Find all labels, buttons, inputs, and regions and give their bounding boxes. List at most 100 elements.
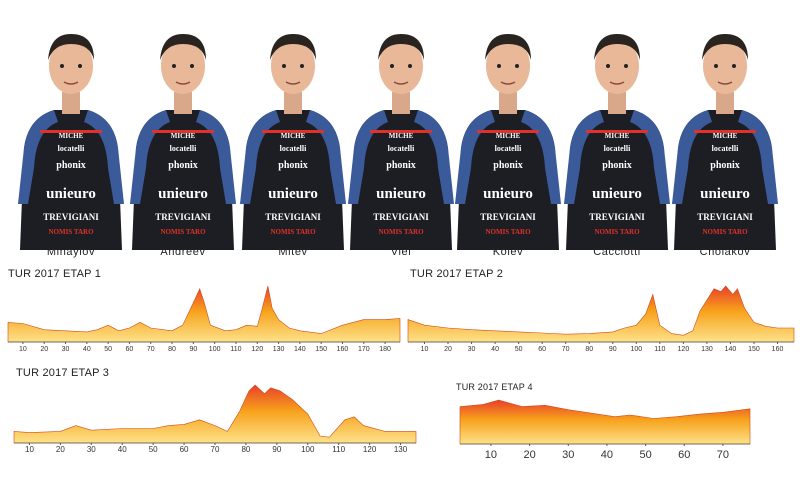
rider-figure: MICHE locatelli phonix unieuro TREVIGIANI NOM…	[664, 18, 786, 250]
rider-figure: MICHE locatelli phonix unieuro TREVIGIANI NOM…	[340, 18, 462, 250]
sponsor-trevigiani: TREVIGIANI	[480, 212, 536, 222]
sponsor-trevigiani: TREVIGIANI	[373, 212, 429, 222]
x-tick-label: 80	[241, 445, 250, 454]
x-tick-label: 10	[19, 346, 27, 353]
x-tick-label: 170	[358, 346, 370, 353]
x-tick-label: 100	[630, 346, 642, 353]
sponsor-phonix: phonix	[168, 160, 198, 171]
sponsor-locatelli: locatelli	[603, 144, 631, 153]
sponsor-trevigiani: TREVIGIANI	[265, 212, 321, 222]
x-tick-label: 10	[421, 346, 429, 353]
x-tick-label: 130	[394, 445, 408, 454]
sponsor-trevigiani: TREVIGIANI	[589, 212, 645, 222]
elevation-profile-chart: 10 20 30 40 50 60 70	[459, 399, 751, 461]
sponsor-locatelli: locatelli	[494, 144, 522, 153]
stage-title: TUR 2017 ETAP 3	[16, 367, 110, 379]
sponsor-unieuro: unieuro	[46, 186, 96, 202]
sponsor-miche: MICHE	[388, 132, 414, 140]
sponsor-unieuro: unieuro	[483, 186, 533, 202]
x-tick-label: 50	[149, 445, 158, 454]
rider-figure: MICHE locatelli phonix unieuro TREVIGIANI NOM…	[447, 18, 569, 250]
elevation-area	[7, 285, 401, 343]
sponsor-badge: NOMIS TARO	[378, 228, 424, 236]
sponsor-phonix: phonix	[710, 160, 740, 171]
elevation-area	[407, 285, 795, 343]
x-tick-label: 50	[104, 346, 112, 353]
x-tick-label: 60	[126, 346, 134, 353]
rider-name: Kolev	[492, 246, 524, 258]
sponsor-unieuro: unieuro	[268, 186, 318, 202]
rider-figure: MICHE locatelli phonix unieuro TREVIGIANI NOM…	[122, 18, 244, 250]
x-tick-label: 20	[56, 445, 65, 454]
x-tick-label: 110	[332, 445, 345, 454]
x-tick-label: 60	[678, 449, 690, 461]
x-tick-label: 20	[40, 346, 48, 353]
x-tick-label: 120	[678, 346, 690, 353]
x-tick-label: 60	[180, 445, 189, 454]
x-tick-label: 160	[772, 346, 784, 353]
sponsor-badge: NOMIS TARO	[48, 228, 94, 236]
stage-title: TUR 2017 ETAP 4	[456, 382, 533, 392]
sponsor-unieuro: unieuro	[700, 186, 750, 202]
sponsor-phonix: phonix	[493, 160, 523, 171]
x-tick-label: 70	[147, 346, 155, 353]
rider-figure: MICHE locatelli phonix unieuro TREVIGIANI NOM…	[10, 18, 132, 250]
rider-name: Andreev	[160, 246, 206, 258]
x-tick-label: 40	[83, 346, 91, 353]
x-tick-label: 50	[515, 346, 523, 353]
elevation-area	[13, 384, 417, 444]
stage-profile: TUR 2017 ETAP 4 10 20 30 40 50 60 70	[456, 382, 751, 466]
x-tick-label: 120	[251, 346, 263, 353]
stage-title: TUR 2017 ETAP 1	[8, 268, 102, 280]
elevation-profile-chart: 10 20 30 40 50 60 70 80 90 100 110 120 130 140 150 160 1…	[7, 285, 401, 353]
rider-name: Viel	[390, 246, 412, 258]
rider-illustration	[672, 34, 778, 250]
elevation-profile-chart: 10 20 30 40 50 60 70 80 90 100 110 120 130 140 150 160	[407, 285, 795, 353]
stage-title: TUR 2017 ETAP 2	[410, 268, 504, 280]
sponsor-unieuro: unieuro	[158, 186, 208, 202]
x-tick-label: 120	[363, 445, 377, 454]
sponsor-miche: MICHE	[712, 132, 738, 140]
x-tick-label: 50	[639, 449, 651, 461]
rider-illustration	[240, 34, 346, 250]
rider-illustration	[455, 34, 561, 250]
x-tick-label: 150	[748, 346, 760, 353]
x-tick-label: 60	[538, 346, 546, 353]
sponsor-locatelli: locatelli	[57, 144, 85, 153]
sponsor-badge: NOMIS TARO	[270, 228, 316, 236]
x-tick-label: 80	[585, 346, 593, 353]
sponsor-locatelli: locatelli	[279, 144, 307, 153]
x-tick-label: 180	[379, 346, 391, 353]
sponsor-phonix: phonix	[56, 160, 86, 171]
x-tick-label: 100	[301, 445, 315, 454]
rider-figure: MICHE locatelli phonix unieuro TREVIGIANI NOM…	[556, 18, 678, 250]
x-tick-label: 70	[211, 445, 220, 454]
sponsor-miche: MICHE	[495, 132, 521, 140]
elevation-profile-chart: 10 20 30 40 50 60 70 80 90 100 110 120 130	[13, 384, 417, 454]
rider-illustration	[564, 34, 670, 250]
x-tick-label: 40	[601, 449, 613, 461]
stage-profile: TUR 2017 ETAP 3 10 20 30 40 50 60 70 80 90 100 110…	[13, 367, 417, 457]
x-tick-label: 90	[272, 445, 281, 454]
x-tick-label: 20	[444, 346, 452, 353]
x-tick-label: 130	[273, 346, 285, 353]
x-tick-label: 110	[654, 346, 665, 353]
rider-name: Cacciotti	[593, 246, 641, 258]
sponsor-badge: NOMIS TARO	[485, 228, 531, 236]
rider-illustration	[18, 34, 124, 250]
sponsor-badge: NOMIS TARO	[594, 228, 640, 236]
sponsor-locatelli: locatelli	[711, 144, 739, 153]
sponsor-unieuro: unieuro	[376, 186, 426, 202]
x-tick-label: 30	[468, 346, 476, 353]
sponsor-trevigiani: TREVIGIANI	[697, 212, 753, 222]
sponsor-unieuro: unieuro	[592, 186, 642, 202]
x-tick-label: 140	[725, 346, 737, 353]
rider-name: Mitev	[278, 246, 308, 258]
x-tick-label: 30	[87, 445, 96, 454]
x-tick-label: 20	[523, 449, 535, 461]
x-tick-label: 40	[118, 445, 127, 454]
x-tick-label: 160	[337, 346, 349, 353]
x-tick-label: 150	[315, 346, 327, 353]
x-tick-label: 70	[562, 346, 570, 353]
x-tick-label: 110	[230, 346, 241, 353]
